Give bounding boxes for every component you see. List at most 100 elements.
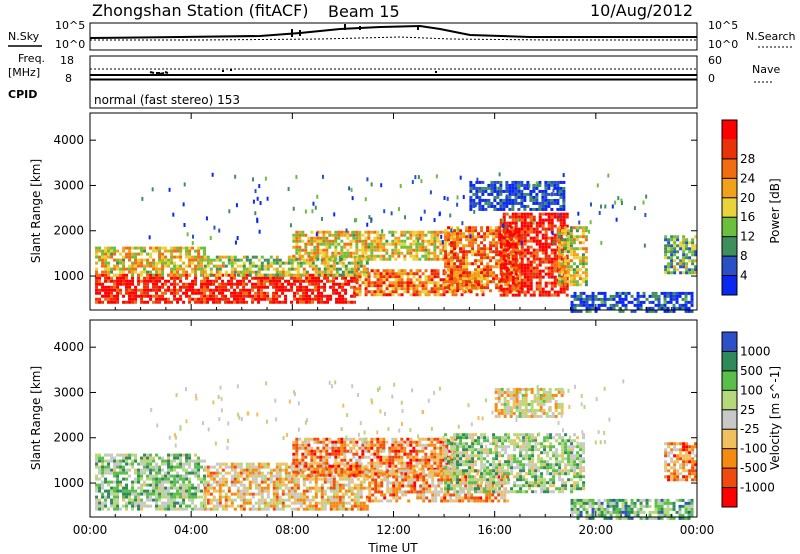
range-gate-cell xyxy=(137,474,141,478)
range-gate-cell xyxy=(224,471,228,475)
range-gate-cell xyxy=(519,256,523,260)
range-gate-cell xyxy=(672,303,676,307)
range-gate-cell xyxy=(215,294,219,298)
range-gate-cell xyxy=(474,235,478,239)
range-gate-cell xyxy=(409,236,413,240)
range-gate-cell xyxy=(346,470,350,474)
range-gate-cell xyxy=(320,273,324,277)
range-gate-cell xyxy=(559,224,563,228)
range-gate-cell xyxy=(520,269,524,273)
range-gate-cell xyxy=(122,279,126,283)
range-gate-cell xyxy=(185,483,189,487)
range-gate-cell xyxy=(575,280,579,284)
range-gate-cell xyxy=(329,501,333,505)
range-gate-cell xyxy=(260,486,264,490)
range-gate-cell xyxy=(356,495,360,499)
range-gate-cell xyxy=(319,248,323,252)
range-gate-cell xyxy=(560,268,564,272)
range-gate-cell xyxy=(161,492,165,496)
range-gate-cell xyxy=(394,257,398,261)
range-gate-cell xyxy=(563,274,567,278)
range-gate-cell xyxy=(347,270,351,274)
range-gate-cell xyxy=(344,276,348,280)
nave-label: Nave xyxy=(752,63,780,76)
range-gate-cell xyxy=(269,501,273,505)
range-gate-cell xyxy=(352,233,356,237)
range-gate-cell xyxy=(370,281,374,285)
range-gate-cell xyxy=(320,291,324,295)
range-gate-cell xyxy=(221,477,225,481)
range-gate-cell xyxy=(164,282,168,286)
range-gate-cell xyxy=(675,306,679,310)
range-gate-cell xyxy=(164,489,168,493)
range-gate-cell xyxy=(310,236,314,240)
range-gate-cell xyxy=(310,449,314,453)
range-gate-cell xyxy=(541,198,545,202)
range-gate-cell xyxy=(353,279,357,283)
range-gate-cell xyxy=(523,224,527,228)
range-gate-cell xyxy=(535,239,539,243)
range-gate-cell xyxy=(287,480,291,484)
range-gate-cell xyxy=(388,269,392,273)
range-gate-cell xyxy=(633,297,637,301)
range-gate-cell xyxy=(688,247,692,251)
range-gate-cell xyxy=(149,297,153,301)
range-gate-cell xyxy=(581,277,585,281)
range-gate-cell xyxy=(514,227,518,231)
range-gate-cell xyxy=(101,486,105,490)
range-gate-cell xyxy=(642,291,646,295)
range-gate-cell xyxy=(532,201,536,205)
range-gate-cell xyxy=(278,486,282,490)
range-gate-cell xyxy=(281,492,285,496)
range-gate-cell xyxy=(489,280,493,284)
range-gate-cell xyxy=(673,268,677,272)
range-gate-cell xyxy=(331,446,335,450)
range-gate-cell xyxy=(344,477,348,481)
range-gate-cell xyxy=(254,211,257,216)
range-gate-cell xyxy=(523,272,527,276)
range-gate-cell xyxy=(569,232,573,236)
range-gate-cell xyxy=(359,483,363,487)
range-gate-cell xyxy=(532,254,536,258)
range-gate-cell xyxy=(119,507,123,511)
range-gate-cell xyxy=(424,245,428,249)
range-gate-cell xyxy=(158,471,162,475)
range-gate-cell xyxy=(325,467,329,471)
range-gate-cell xyxy=(550,183,554,187)
range-gate-cell xyxy=(179,504,183,508)
range-gate-cell xyxy=(508,287,512,291)
range-gate-cell xyxy=(325,245,329,249)
range-gate-cell xyxy=(606,306,610,310)
range-gate-cell xyxy=(134,294,138,298)
range-gate-cell xyxy=(292,233,296,237)
range-gate-cell xyxy=(275,492,279,496)
range-gate-cell xyxy=(213,225,216,230)
range-gate-cell xyxy=(296,492,300,496)
range-gate-cell xyxy=(575,229,579,233)
range-gate-cell xyxy=(316,242,320,246)
range-gate-cell xyxy=(523,227,527,231)
range-gate-cell xyxy=(251,294,255,298)
range-gate-cell xyxy=(553,293,557,297)
range-gate-cell xyxy=(442,272,446,276)
range-gate-cell xyxy=(134,270,138,274)
range-gate-cell xyxy=(442,248,446,252)
range-gate-cell xyxy=(167,285,171,289)
range-gate-cell xyxy=(307,254,311,258)
range-gate-cell xyxy=(691,259,695,263)
range-gate-cell xyxy=(260,462,264,466)
range-gate-cell xyxy=(660,291,664,295)
range-gate-cell xyxy=(194,462,198,466)
range-gate-cell xyxy=(471,286,475,290)
range-gate-cell xyxy=(451,233,455,237)
range-gate-cell xyxy=(418,278,422,282)
range-gate-cell xyxy=(376,272,380,276)
range-gate-cell xyxy=(645,194,648,199)
range-gate-cell xyxy=(550,284,554,288)
range-gate-cell xyxy=(558,190,561,195)
range-gate-cell xyxy=(161,276,165,280)
range-gate-cell xyxy=(281,267,285,271)
range-gate-cell xyxy=(483,283,487,287)
range-gate-cell xyxy=(101,300,105,304)
range-gate-cell xyxy=(486,229,490,233)
